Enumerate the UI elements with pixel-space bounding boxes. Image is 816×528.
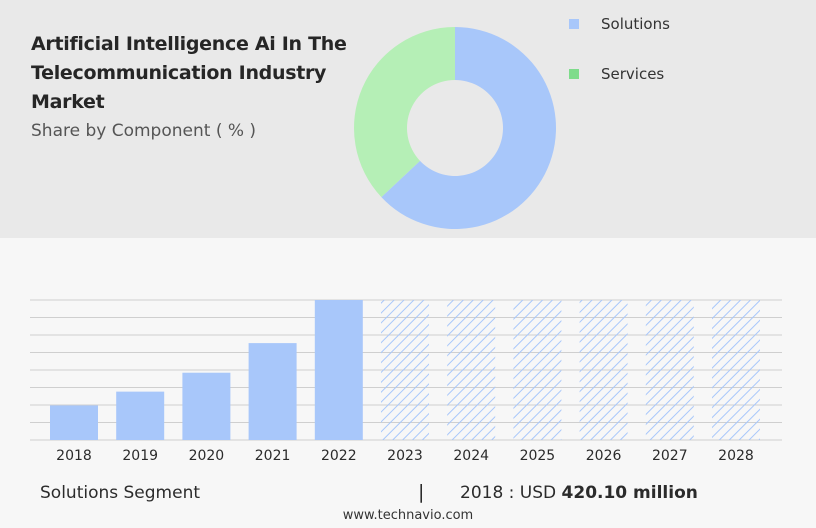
bar-2020	[182, 372, 231, 440]
x-tick-label: 2022	[321, 448, 357, 464]
legend-swatch-solutions	[569, 19, 579, 29]
x-tick-label: 2028	[718, 448, 754, 464]
bar-2021	[248, 343, 297, 440]
bar-2022	[314, 300, 363, 440]
footer-value-amount: 420.10 million	[561, 483, 698, 503]
x-tick-label: 2018	[56, 448, 92, 464]
x-tick-label: 2027	[652, 448, 688, 464]
bar-2018	[50, 405, 98, 440]
bar-2019	[116, 391, 165, 440]
x-tick-label: 2020	[189, 448, 225, 464]
x-tick-label: 2026	[586, 448, 622, 464]
x-tick-label: 2021	[255, 448, 291, 464]
bar-forecast-2025	[513, 300, 562, 440]
bar-forecast-2023	[381, 300, 429, 440]
legend-label-services: Services	[601, 65, 665, 83]
footer-segment-label: Solutions Segment	[40, 483, 201, 503]
legend: Solutions Services	[569, 14, 670, 114]
footer-value-prefix: 2018 : USD	[460, 483, 557, 503]
legend-item-services: Services	[569, 64, 670, 84]
donut-chart	[354, 27, 556, 229]
chart-title: Artificial Intelligence Ai In The Teleco…	[31, 33, 347, 113]
bar-forecast-2024	[447, 300, 496, 440]
chart-subtitle: Share by Component ( % )	[31, 121, 257, 141]
bar-forecast-2028	[712, 300, 760, 440]
x-tick-label: 2023	[387, 448, 423, 464]
footer-divider: |	[418, 481, 425, 503]
bar-forecast-2026	[579, 300, 628, 440]
x-tick-label: 2025	[520, 448, 556, 464]
bar-chart: 2018 2019 2020 2021 2022 2023 2024 2025 2026 2027…	[30, 299, 782, 464]
x-tick-label: 2019	[122, 448, 158, 464]
x-tick-label: 2024	[453, 448, 489, 464]
legend-label-solutions: Solutions	[601, 15, 670, 33]
donut-slice-solutions	[381, 27, 556, 229]
donut-slice-services	[354, 27, 455, 198]
source-link[interactable]: www.technavio.com	[342, 508, 474, 523]
bar-forecast-2027	[645, 300, 694, 440]
footer-value: 2018 : USD 420.10 million	[460, 483, 698, 503]
legend-swatch-services	[569, 69, 579, 79]
legend-item-solutions: Solutions	[569, 14, 670, 34]
